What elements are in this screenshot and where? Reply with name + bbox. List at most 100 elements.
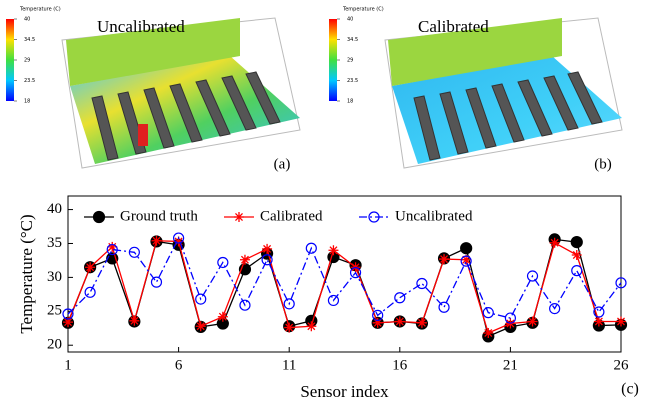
- colorbar-tick-label: 40: [347, 17, 353, 23]
- y-tick-label: 30: [47, 269, 62, 285]
- series-line: [67, 236, 622, 319]
- marker: [593, 306, 605, 318]
- legend-marker: [92, 210, 106, 224]
- colorbar-title: Temperature (C): [342, 7, 384, 13]
- marker: [570, 236, 583, 249]
- annotation: (c): [621, 381, 639, 398]
- marker: [504, 312, 516, 324]
- marker: [439, 254, 450, 265]
- y-tick-label: 35: [47, 235, 62, 251]
- x-tick-label: 21: [503, 357, 518, 373]
- marker: [173, 236, 184, 247]
- y-tick-label: 25: [47, 303, 62, 319]
- colorbar-title: Temperature (C): [19, 7, 61, 13]
- colorbar-tick-label: 18: [347, 99, 353, 105]
- x-tick-label: 1: [64, 357, 72, 373]
- marker: [416, 317, 427, 328]
- panel-title: Uncalibrated: [97, 17, 185, 36]
- marker: [327, 294, 340, 307]
- marker: [151, 235, 162, 246]
- marker: [63, 317, 73, 328]
- marker: [571, 265, 583, 277]
- x-axis-title: Sensor index: [300, 382, 389, 401]
- colorbar-tick-label: 34.5: [24, 37, 35, 43]
- marker: [150, 276, 163, 288]
- marker: [262, 243, 273, 254]
- colorbar: [329, 19, 337, 101]
- marker: [106, 243, 118, 256]
- marker: [461, 254, 472, 265]
- marker: [460, 242, 473, 255]
- legend-label: Ground truth: [120, 208, 198, 224]
- marker: [615, 277, 627, 289]
- x-tick-label: 6: [175, 357, 183, 373]
- marker: [483, 328, 494, 339]
- colorbar-tick-label: 34.5: [347, 37, 358, 43]
- y-tick-label: 20: [47, 337, 62, 353]
- x-tick-label: 11: [282, 357, 296, 373]
- marker: [394, 316, 405, 327]
- marker: [372, 317, 383, 328]
- marker: [549, 302, 561, 315]
- marker: [305, 242, 317, 254]
- marker: [526, 270, 539, 282]
- panel-a: Uncalibrated (a) Temperature (C) 40 34.5 29 23…: [6, 7, 301, 172]
- marker: [284, 322, 295, 333]
- x-tick-label: 26: [614, 357, 630, 373]
- marker: [239, 299, 251, 311]
- racks: [91, 71, 281, 161]
- marker: [85, 262, 96, 273]
- marker: [84, 286, 96, 298]
- racks: [413, 71, 603, 161]
- colorbar: [6, 19, 14, 101]
- colorbar-tick-label: 23.5: [24, 78, 35, 84]
- marker: [239, 254, 250, 265]
- marker: [372, 309, 384, 321]
- marker: [217, 311, 228, 322]
- marker: [217, 256, 229, 269]
- marker: [173, 232, 185, 244]
- panel-b: Calibrated (b) Temperature (C) 40 34.5 29 23.5…: [329, 7, 623, 172]
- marker: [482, 307, 494, 319]
- y-axis-title: Temperature (°C): [17, 214, 36, 333]
- legend-marker: [234, 212, 244, 222]
- x-tick-label: 16: [392, 357, 408, 373]
- colorbar-tick-label: 29: [347, 58, 353, 64]
- marker: [62, 308, 74, 320]
- marker: [527, 316, 538, 327]
- colorbar-tick-label: 23.5: [347, 78, 358, 84]
- marker: [195, 321, 206, 332]
- marker: [129, 315, 140, 326]
- marker: [195, 293, 207, 305]
- colorbar-tick-label: 40: [24, 17, 30, 23]
- legend-label: Calibrated: [260, 208, 323, 224]
- marker: [107, 241, 118, 252]
- colorbar-tick-label: 29: [24, 58, 30, 64]
- wall: [66, 18, 240, 86]
- hotspot: [138, 124, 148, 146]
- marker: [549, 237, 560, 248]
- panel-label: (a): [274, 156, 291, 172]
- marker: [128, 246, 140, 258]
- marker: [328, 245, 339, 256]
- panel-label: (b): [594, 156, 612, 172]
- marker: [394, 292, 406, 304]
- marker: [261, 254, 273, 266]
- plot-frame: [67, 195, 622, 353]
- marker: [616, 316, 626, 327]
- legend-label: Uncalibrated: [395, 208, 473, 224]
- panel-title: Calibrated: [418, 17, 489, 36]
- marker: [438, 301, 450, 313]
- marker: [416, 277, 428, 290]
- y-tick-label: 40: [47, 201, 62, 217]
- marker: [571, 250, 582, 261]
- wall: [388, 18, 562, 86]
- marker: [460, 255, 472, 267]
- marker: [593, 316, 604, 327]
- marker: [283, 298, 295, 310]
- legend-marker: [368, 211, 380, 223]
- marker: [306, 321, 317, 332]
- colorbar-tick-label: 18: [24, 99, 30, 105]
- marker: [349, 267, 362, 279]
